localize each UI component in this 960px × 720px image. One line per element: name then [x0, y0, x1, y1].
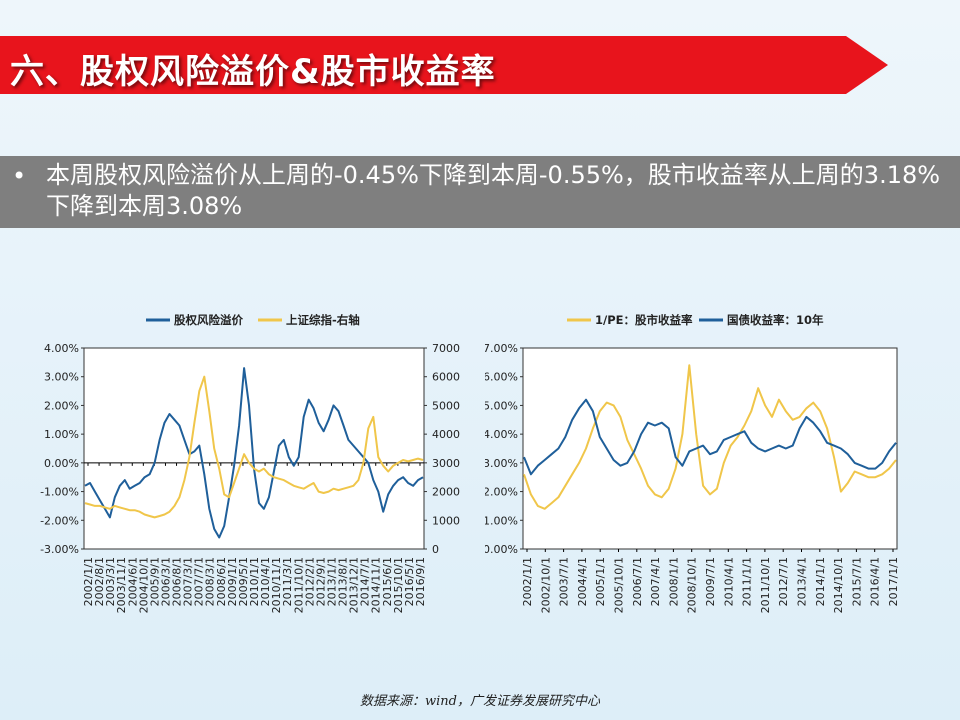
x-tick-label: 2016/5/1	[403, 557, 416, 606]
page-title: 六、股权风险溢价&股市收益率	[10, 52, 496, 92]
x-tick-label: 2013/8/1	[337, 557, 350, 606]
y-left-tick-label: 0.00%	[44, 457, 79, 470]
y-right-tick-label: 2000	[432, 486, 460, 499]
x-tick-label: 2006/7/1	[631, 557, 644, 606]
y-left-tick-label: 4.00%	[44, 342, 79, 355]
x-tick-label: 2010/4/1	[259, 557, 272, 606]
plot-area	[83, 347, 425, 550]
y-right-tick-label: 7000	[432, 342, 460, 355]
x-tick-label: 2015/7/1	[850, 557, 863, 606]
y-left-tick-label: -3.00%	[40, 543, 79, 556]
x-tick-label: 2011/1/1	[741, 557, 754, 606]
legend-label: 1/PE：股市收益率	[595, 313, 693, 327]
y-right-tick-label: 3000	[432, 457, 460, 470]
x-tick-label: 2008/10/1	[686, 557, 699, 613]
y-right-tick-label: 0	[432, 543, 439, 556]
x-tick-label: 2014/7/1	[359, 557, 372, 606]
x-tick-label: 2016/9/1	[414, 557, 427, 606]
legend-label: 国债收益率：10年	[727, 313, 824, 327]
x-tick-label: 2009/1/1	[226, 557, 239, 606]
y-left-tick-label: 1.00%	[485, 514, 518, 527]
x-tick-label: 2002/10/1	[539, 557, 552, 613]
legend-label: 上证综指-右轴	[286, 313, 360, 327]
title-banner: 六、股权风险溢价&股市收益率	[0, 36, 890, 94]
x-tick-label: 2011/3/1	[281, 557, 294, 606]
x-tick-label: 2010/1/1	[248, 557, 261, 606]
x-tick-label: 2004/4/1	[576, 557, 589, 606]
x-tick-label: 2004/6/1	[126, 557, 139, 606]
y-left-tick-label: 3.00%	[485, 457, 518, 470]
x-tick-label: 2009/5/1	[237, 557, 250, 606]
banner-arrow-shape	[0, 36, 888, 94]
x-tick-label: 2003/3/1	[104, 557, 117, 606]
series-line-2	[523, 398, 897, 476]
y-right-tick-label: 5000	[432, 399, 460, 412]
y-right-tick-label: 1000	[432, 514, 460, 527]
x-tick-label: 2002/8/1	[93, 557, 106, 606]
y-left-tick-label: 2.00%	[44, 399, 79, 412]
y-left-tick-label: 2.00%	[485, 486, 518, 499]
x-tick-label: 2009/7/1	[704, 557, 717, 606]
x-tick-label: 2008/6/1	[215, 557, 228, 606]
x-tick-label: 2005/9/1	[148, 557, 161, 606]
x-tick-label: 2012/7/1	[777, 557, 790, 606]
series-line-1	[523, 364, 897, 510]
y-left-tick-label: 4.00%	[485, 428, 518, 441]
x-tick-label: 2003/7/1	[558, 557, 571, 606]
x-tick-label: 2008/3/1	[204, 557, 217, 606]
x-tick-label: 2015/10/1	[392, 557, 405, 613]
legend-label: 股权风险溢价	[174, 313, 243, 327]
x-tick-label: 2007/4/1	[649, 557, 662, 606]
x-tick-label: 2005/1/1	[594, 557, 607, 606]
x-tick-label: 2012/9/1	[314, 557, 327, 606]
x-tick-label: 2016/4/1	[869, 557, 882, 606]
x-tick-label: 2011/10/1	[759, 557, 772, 613]
x-tick-label: 2007/3/1	[182, 557, 195, 606]
x-tick-label: 2003/11/1	[115, 557, 128, 613]
x-tick-label: 2017/1/1	[887, 557, 900, 606]
x-tick-label: 2013/12/1	[348, 557, 361, 613]
series-line-2	[84, 375, 424, 519]
y-left-tick-label: 6.00%	[485, 371, 518, 384]
equity-risk-premium-chart: -3.00% -2.00% -1.00% 0.00% 1.00% 2.00% 3.00% 4.…	[40, 313, 460, 613]
x-tick-label: 2013/4/1	[796, 557, 809, 606]
x-tick-label: 2014/10/1	[832, 557, 845, 613]
y-left-tick-label: 7.00%	[485, 342, 518, 355]
data-source: 数据来源：wind，广发证券发展研究中心	[360, 694, 600, 709]
bullet-dot-icon: •	[12, 162, 27, 190]
x-tick-label: 2004/10/1	[137, 557, 150, 613]
x-tick-label: 2011/10/1	[292, 557, 305, 613]
x-tick-label: 2012/2/1	[303, 557, 316, 606]
x-tick-label: 2013/1/1	[325, 557, 338, 606]
x-tick-label: 2007/7/1	[193, 557, 206, 606]
x-tick-label: 2010/11/1	[270, 557, 283, 613]
x-tick-label: 2002/1/1	[521, 557, 534, 606]
y-left-tick-label: 0.00%	[485, 543, 518, 556]
x-tick-label: 2002/1/1	[82, 557, 95, 606]
y-left-tick-label: -2.00%	[40, 514, 79, 527]
summary-text: 本周股权风险溢价从上周的-0.45%下降到本周-0.55%，股市收益率从上周的3…	[46, 161, 941, 220]
y-left-tick-label: 5.00%	[485, 399, 518, 412]
x-tick-label: 2010/4/1	[722, 557, 735, 606]
x-tick-label: 2015/6/1	[381, 557, 394, 606]
y-left-tick-label: 1.00%	[44, 428, 79, 441]
y-right-tick-label: 6000	[432, 371, 460, 384]
y-left-tick-label: -1.00%	[40, 486, 79, 499]
y-right-tick-label: 4000	[432, 428, 460, 441]
x-tick-label: 2008/1/1	[667, 557, 680, 606]
y-left-tick-label: 3.00%	[44, 371, 79, 384]
x-tick-label: 2006/3/1	[159, 557, 172, 606]
x-tick-label: 2014/1/1	[814, 557, 827, 606]
x-tick-label: 2006/8/1	[171, 557, 184, 606]
stock-yield-chart: 0.00% 1.00% 2.00% 3.00% 4.00% 5.00% 6.00% 7.00%…	[485, 313, 900, 613]
x-tick-label: 2014/11/1	[370, 557, 383, 613]
x-tick-label: 2005/10/1	[613, 557, 626, 613]
summary-box: • 本周股权风险溢价从上周的-0.45%下降到本周-0.55%，股市收益率从上周…	[0, 156, 960, 228]
